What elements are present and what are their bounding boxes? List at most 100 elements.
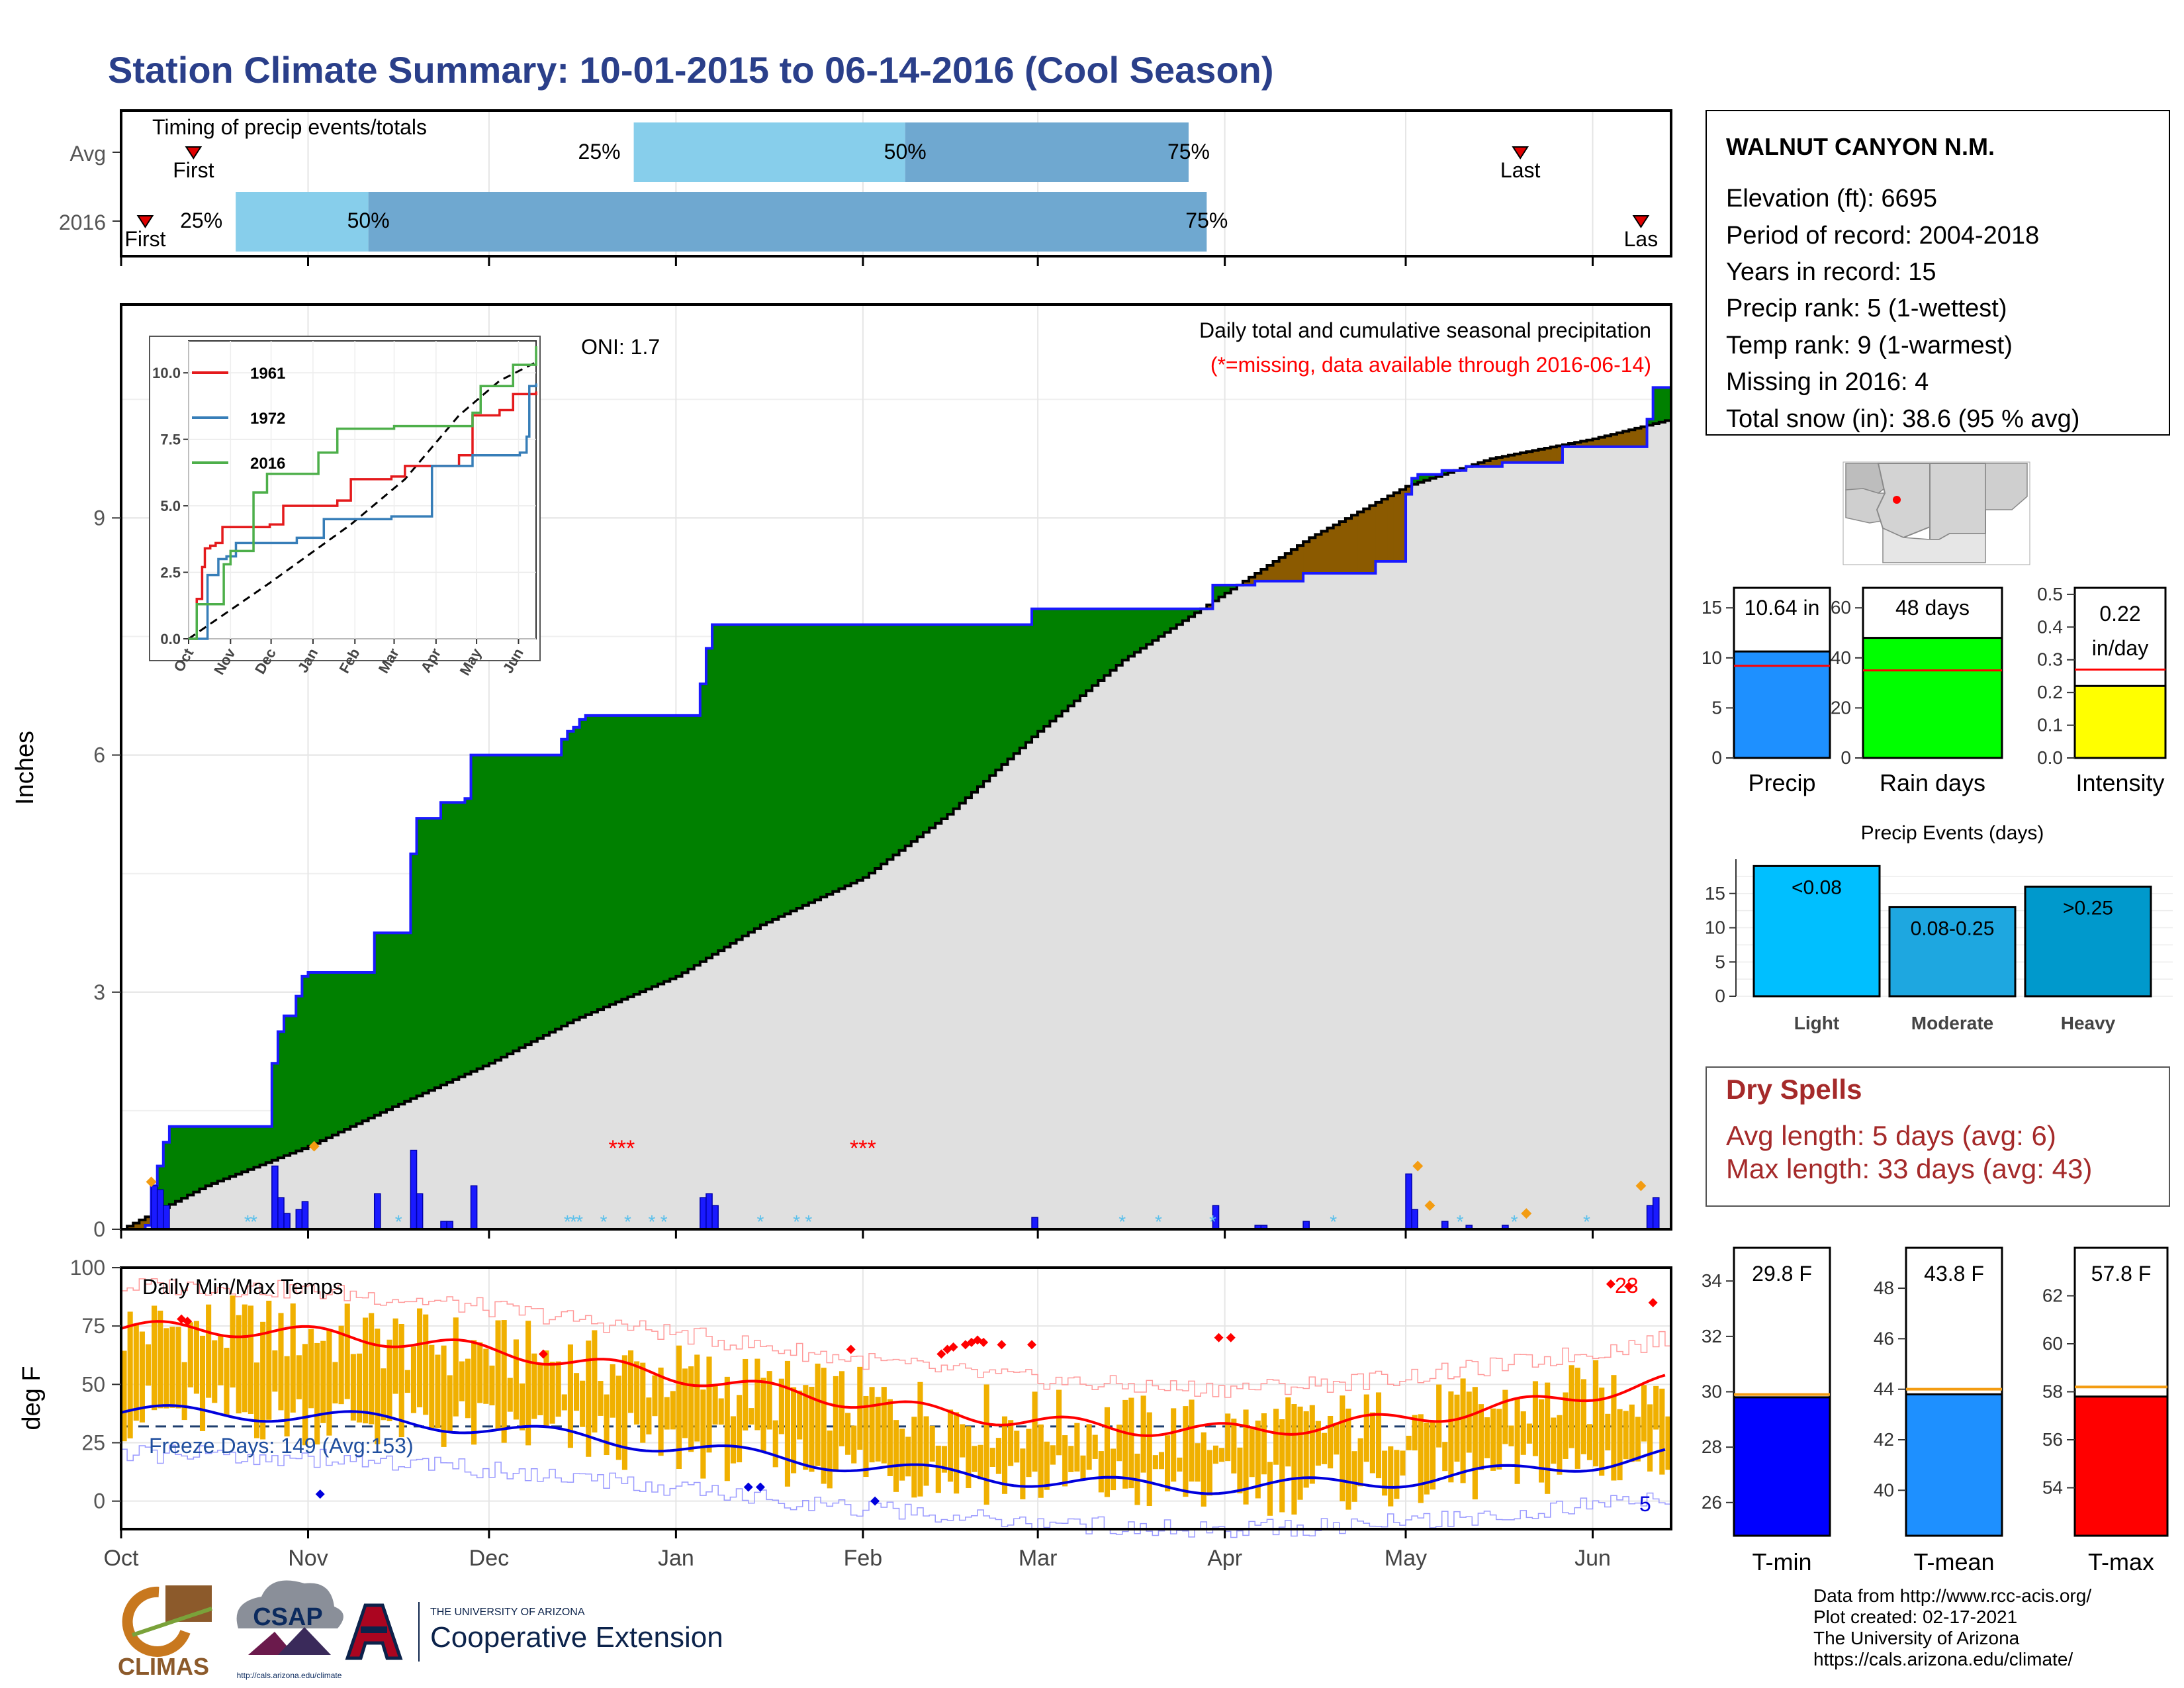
above-normal-fill — [175, 1126, 182, 1201]
above-normal-fill — [447, 802, 453, 1082]
above-normal-fill — [893, 624, 900, 855]
footer-line-data-source: Data from http://www.rcc-acis.org/ — [1813, 1585, 2091, 1606]
precip-markers: ** * * * * * * ** * * * * * * *** **** *** — [146, 1136, 1647, 1232]
above-normal-fill — [338, 972, 345, 1133]
below-normal-fill — [1556, 445, 1563, 463]
daily-temp-bar — [1206, 1450, 1212, 1496]
above-normal-fill — [1013, 624, 1021, 754]
above-normal-fill — [1218, 585, 1226, 597]
daily-temp-bar — [760, 1378, 766, 1453]
below-normal-fill — [1604, 436, 1612, 447]
daily-temp-bar — [941, 1446, 947, 1473]
above-normal-fill — [157, 1166, 164, 1211]
daily-temp-bar — [1418, 1414, 1424, 1503]
daily-temp-bar — [1460, 1378, 1466, 1483]
daily-temp-bar — [369, 1313, 375, 1425]
quartile-label-50: 50% — [884, 140, 927, 164]
below-normal-fill — [1291, 549, 1298, 581]
below-normal-fill — [1321, 531, 1328, 573]
below-normal-fill — [1574, 442, 1581, 447]
daily-temp-bar — [549, 1362, 555, 1424]
inset-plot-frame — [188, 340, 537, 639]
daily-temp-bar — [1351, 1451, 1357, 1502]
footer: CLIMAS CSAP http://cals.arizona.edu/clim… — [111, 1580, 2091, 1680]
daily-temp-bar — [1520, 1411, 1526, 1455]
daily-temp-bar — [1611, 1375, 1617, 1481]
station-line-missing: Missing in 2016: 4 — [1726, 368, 1929, 396]
above-normal-fill — [989, 624, 996, 776]
above-normal-fill — [344, 972, 351, 1130]
snow-asterisk: * — [244, 1211, 251, 1232]
temp-ytick-label: 25 — [81, 1431, 105, 1455]
above-normal-fill — [1430, 474, 1437, 479]
daily-temp-bar — [381, 1368, 387, 1421]
daily-temp-bar — [749, 1408, 754, 1425]
daily-temp-bar — [1098, 1451, 1104, 1493]
above-normal-fill — [862, 624, 870, 878]
daily-temp-bar — [1189, 1399, 1195, 1482]
snow-asterisk: * — [564, 1211, 571, 1232]
avg-tmin-line — [120, 1404, 1666, 1495]
daily-temp-bar — [772, 1420, 778, 1468]
daily-temp-bar — [465, 1358, 471, 1419]
above-normal-fill — [1110, 608, 1117, 671]
daily-temp-bar — [1340, 1395, 1345, 1501]
temp-panel-frame — [120, 1266, 1672, 1530]
month-label: May — [1385, 1546, 1427, 1571]
climas-logo: CLIMAS — [111, 1585, 216, 1680]
daily-temp-bar — [1026, 1429, 1032, 1477]
below-normal-fill — [1273, 561, 1280, 581]
above-normal-fill — [507, 755, 514, 1055]
above-normal-fill — [253, 1126, 261, 1168]
month-label: Apr — [1207, 1546, 1242, 1571]
daily-temp-bar — [1080, 1455, 1086, 1480]
above-normal-fill — [187, 1126, 194, 1196]
daily-precip-bar — [150, 1185, 158, 1230]
summary-bar-charts: 0 5 10 15 10.64 in Precip 0 20 40 60 48 days Rain d… — [1702, 584, 2167, 796]
daily-temp-bar — [712, 1383, 718, 1425]
daily-precip-bar — [301, 1201, 309, 1230]
daily-precip-bar — [700, 1197, 707, 1230]
daily-temp-bar — [1472, 1387, 1478, 1500]
month-label: Oct — [104, 1546, 139, 1571]
daily-temp-bar — [1038, 1424, 1044, 1498]
daily-temp-bar — [230, 1295, 236, 1388]
temp-summary-ytick-label: 32 — [1702, 1326, 1722, 1346]
below-normal-fill — [1526, 451, 1533, 463]
timing-labels: 25% 50% 75% First Last 25% 50% 75% First Las — [124, 140, 1658, 251]
daily-temp-bar — [1400, 1450, 1406, 1476]
snow-asterisk: * — [793, 1211, 800, 1232]
daily-temp-bar — [929, 1425, 935, 1462]
above-normal-fill — [477, 755, 484, 1069]
below-normal-fill — [1315, 534, 1322, 573]
quartile-bar-50-75 — [905, 122, 1189, 182]
below-normal-fill — [1544, 448, 1551, 463]
daily-temp-bar — [815, 1363, 821, 1466]
above-normal-fill — [1116, 608, 1123, 665]
above-normal-fill — [169, 1126, 176, 1205]
temp-summary-t-min: 26 28 30 32 34 29.8 F T-min — [1702, 1246, 1831, 1575]
daily-temp-bar — [121, 1350, 127, 1442]
below-normal-fill — [139, 1219, 146, 1229]
daily-temp-bar — [887, 1399, 893, 1477]
daily-temp-bar — [218, 1335, 224, 1385]
daily-temp-bar — [1086, 1424, 1092, 1470]
oni-label: ONI: 1.7 — [581, 335, 660, 359]
inset-series-1972 — [189, 383, 537, 640]
daily-temp-bar — [1442, 1442, 1448, 1472]
daily-temp-bar — [1231, 1419, 1237, 1474]
daily-temp-bar — [881, 1387, 887, 1464]
daily-temp-bar — [1388, 1446, 1394, 1507]
daily-temp-bar — [797, 1390, 803, 1440]
tmin-record-label: 5 — [1639, 1492, 1651, 1516]
above-normal-fill — [1176, 608, 1183, 625]
daily-temp-bar — [1014, 1430, 1020, 1463]
daily-temp-bar — [471, 1340, 477, 1445]
daily-temp-bar — [1279, 1419, 1285, 1513]
above-normal-fill — [1098, 608, 1105, 681]
daily-temp-bar — [1394, 1450, 1400, 1499]
above-normal-fill — [386, 933, 393, 1110]
snow-asterisk: * — [1209, 1211, 1216, 1232]
page-title: Station Climate Summary: 10-01-2015 to 0… — [108, 49, 1274, 91]
